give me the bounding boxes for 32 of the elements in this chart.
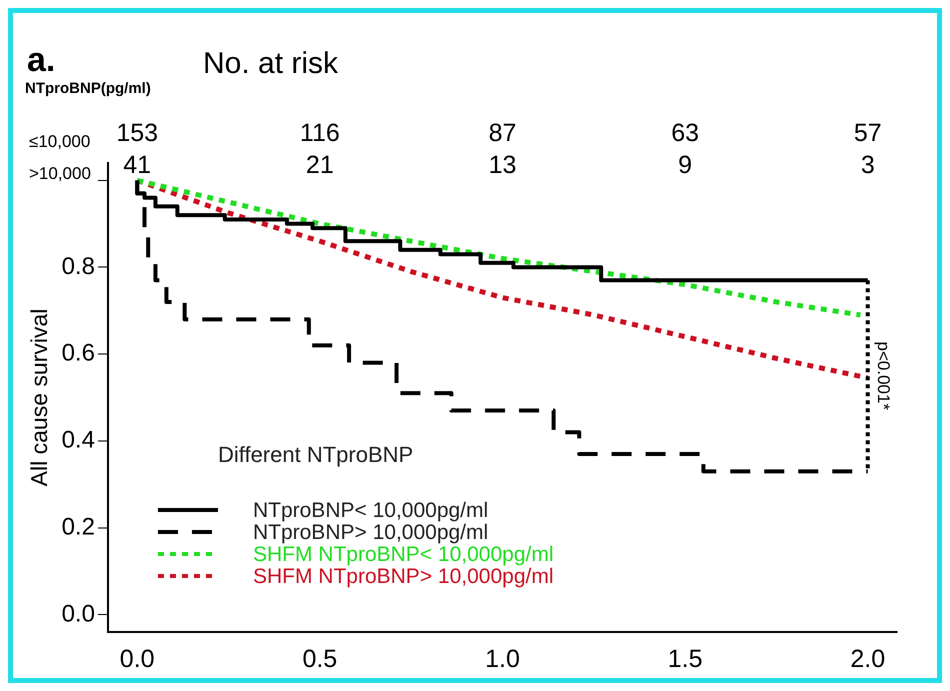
x-tick-label: 1.5: [668, 644, 703, 673]
y-tick-label: 0.0: [62, 600, 95, 628]
annotation: 13: [488, 151, 516, 179]
x-tick-label: 0.5: [302, 644, 338, 673]
text: 57: [854, 119, 882, 147]
y-tick-label: 0.2: [62, 513, 95, 540]
annotation: 41: [123, 151, 152, 179]
text: 116: [300, 119, 340, 147]
legend-title: Different NTproBNP: [218, 442, 414, 467]
legend-label: SHFM NTproBNP< 10,000pg/ml: [252, 543, 554, 566]
y-tick-label: 0.4: [62, 426, 95, 454]
text: 87: [488, 119, 516, 147]
text: ≤10,000: [29, 132, 90, 151]
y-tick-label: 0.6: [62, 340, 95, 367]
legend-label: NTproBNP< 10,000pg/ml: [252, 499, 488, 522]
text: 153: [116, 119, 158, 147]
x-tick-label: 2.0: [850, 644, 886, 673]
text: >10,000: [29, 164, 91, 183]
x-tick-label: 1.0: [485, 644, 520, 673]
annotation: 9: [678, 151, 692, 179]
legend-label: NTproBNP> 10,000pg/ml: [252, 521, 488, 544]
text: NTproBNP(pg/ml): [25, 80, 151, 97]
annotation: 3: [860, 151, 875, 179]
y-tick-label: 0.8: [62, 252, 95, 280]
annotation: 21: [306, 151, 334, 179]
x-tick-label: 0.0: [120, 644, 155, 673]
chart-title: a.: [27, 41, 56, 79]
chart-subtitle: No. at risk: [203, 47, 340, 80]
legend-label: SHFM NTproBNP> 10,000pg/ml: [252, 565, 554, 588]
annotation: p<0.001*: [874, 342, 893, 410]
y-axis-title: All cause survival: [26, 308, 52, 486]
text: 63: [671, 119, 700, 147]
